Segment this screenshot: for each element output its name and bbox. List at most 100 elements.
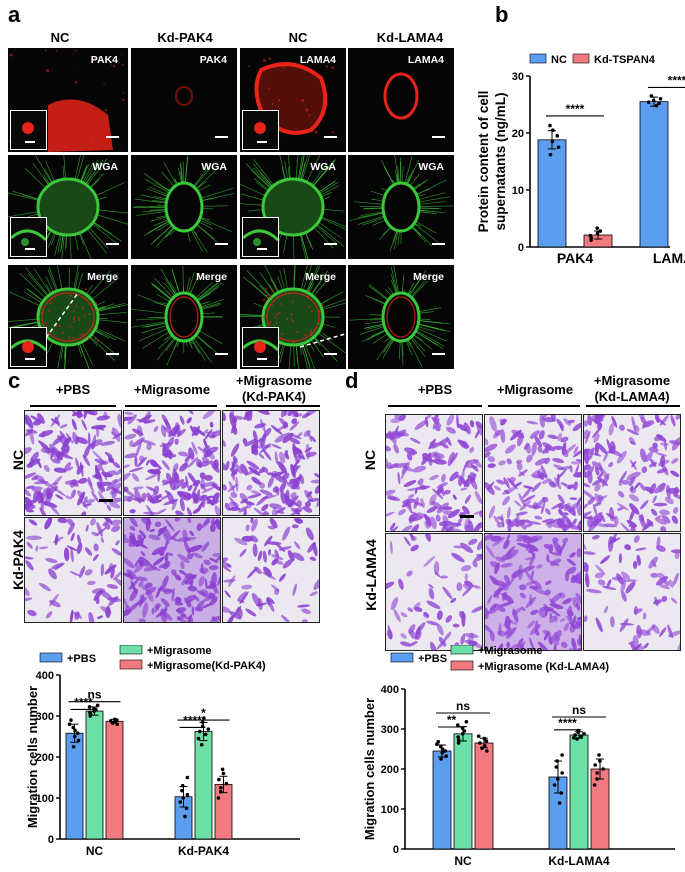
data-point xyxy=(550,139,555,144)
legend-entry: +Migrasome (Kd-LAMA4) xyxy=(478,661,609,673)
scale-bar xyxy=(25,358,35,360)
data-point xyxy=(443,749,448,753)
data-point xyxy=(221,771,226,776)
micrograph-channel-label: WGA xyxy=(418,161,444,173)
data-point xyxy=(439,757,443,761)
transwell-image xyxy=(222,410,320,516)
data-point xyxy=(478,741,482,745)
bar xyxy=(85,710,104,840)
transwell-image xyxy=(222,517,320,623)
micrograph-channel-label: WGA xyxy=(310,161,336,173)
bar xyxy=(194,731,213,840)
data-point xyxy=(180,788,184,793)
scale-bar xyxy=(25,141,35,143)
data-point xyxy=(444,754,449,758)
significance-label: ns xyxy=(87,688,101,702)
data-point xyxy=(646,100,651,105)
column-underline xyxy=(388,405,482,407)
micrograph-tile: Merge xyxy=(8,265,128,369)
data-point xyxy=(203,732,208,737)
data-point xyxy=(658,97,663,101)
data-point xyxy=(69,718,73,722)
data-point xyxy=(455,723,460,727)
micrograph-tile: WGA xyxy=(240,155,346,259)
data-point xyxy=(595,226,600,230)
x-category-label: NC xyxy=(454,854,472,868)
data-point xyxy=(218,790,223,794)
legend-entry: Kd-TSPAN4 xyxy=(594,54,656,66)
x-category-label: Kd-PAK4 xyxy=(178,844,229,858)
data-point xyxy=(202,716,206,720)
data-point xyxy=(657,101,661,106)
bar xyxy=(537,139,567,248)
panel-c-column-header: +Migrasome xyxy=(235,373,313,388)
data-point xyxy=(456,735,460,739)
zoom-inset xyxy=(10,327,47,367)
y-tick-label: 20 xyxy=(512,128,524,140)
micrograph-tile: Merge xyxy=(131,265,237,369)
micrograph-tile: PAK4 xyxy=(8,48,128,152)
data-point xyxy=(548,152,553,157)
transwell-image xyxy=(385,533,483,651)
micrograph-channel-label: LAMA4 xyxy=(407,54,444,66)
scale-bar xyxy=(432,136,445,138)
zoom-inset xyxy=(242,327,279,367)
y-tick-label: 0 xyxy=(48,834,54,846)
data-point xyxy=(476,734,481,738)
scale-bar xyxy=(215,136,228,138)
data-point xyxy=(560,753,564,757)
data-point xyxy=(554,765,559,769)
legend-swatch xyxy=(39,652,63,663)
data-point xyxy=(224,781,229,786)
y-axis-label: supernatants (ng/mL) xyxy=(493,92,508,230)
data-point xyxy=(200,720,205,724)
significance-label: ns xyxy=(572,703,586,717)
migration-bar-chart-lama4: 0 100 200 300 400 Migration cells number NC Kd-… xyxy=(362,645,675,868)
y-axis-label: Protein content of cell xyxy=(476,91,491,233)
scale-bar xyxy=(432,353,445,355)
y-tick-label: 300 xyxy=(36,711,54,723)
y-tick-label: 200 xyxy=(36,752,54,764)
migration-bar-chart-pak4: 0 100 200 300 400 Migration cells number NC Kd-… xyxy=(25,645,300,858)
micrograph-channel-label: Merge xyxy=(87,271,118,283)
data-point xyxy=(217,777,221,782)
protein-content-bar-chart: 0 10 20 30 Protein content of cell supernatan… xyxy=(476,53,685,266)
scale-bar xyxy=(432,243,445,245)
scale-bar xyxy=(215,243,228,245)
y-tick-label: 400 xyxy=(381,684,399,696)
scale-bar xyxy=(25,248,35,250)
data-point xyxy=(436,740,441,744)
panel-c-column-header: (Kd-PAK4) xyxy=(241,389,307,404)
data-point xyxy=(95,703,100,708)
transwell-image xyxy=(583,533,681,651)
data-point xyxy=(440,751,445,755)
data-point xyxy=(597,753,601,757)
transwell-image xyxy=(123,517,221,623)
data-point xyxy=(480,746,484,750)
scale-bar xyxy=(324,353,337,355)
data-point xyxy=(595,771,599,775)
data-point xyxy=(464,720,469,724)
micrograph-channel-label: WGA xyxy=(201,161,227,173)
data-point xyxy=(108,719,113,723)
micrograph-tile: WGA xyxy=(131,155,237,259)
legend-swatch xyxy=(450,645,474,655)
bar xyxy=(474,742,494,850)
data-point xyxy=(181,796,186,800)
transwell-image xyxy=(24,517,122,623)
y-tick-label: 100 xyxy=(381,804,399,816)
column-underline xyxy=(226,405,320,407)
data-point xyxy=(185,775,190,780)
x-category-label: NC xyxy=(86,844,104,858)
scale-bar xyxy=(106,243,119,245)
data-point xyxy=(73,728,77,733)
data-point xyxy=(183,814,187,819)
data-point xyxy=(555,759,559,763)
bar xyxy=(639,101,669,248)
scale-bar xyxy=(324,136,337,138)
data-point xyxy=(588,233,593,238)
data-point xyxy=(438,744,443,749)
bar xyxy=(453,733,473,850)
data-point xyxy=(654,103,659,108)
legend-swatch xyxy=(450,660,474,671)
